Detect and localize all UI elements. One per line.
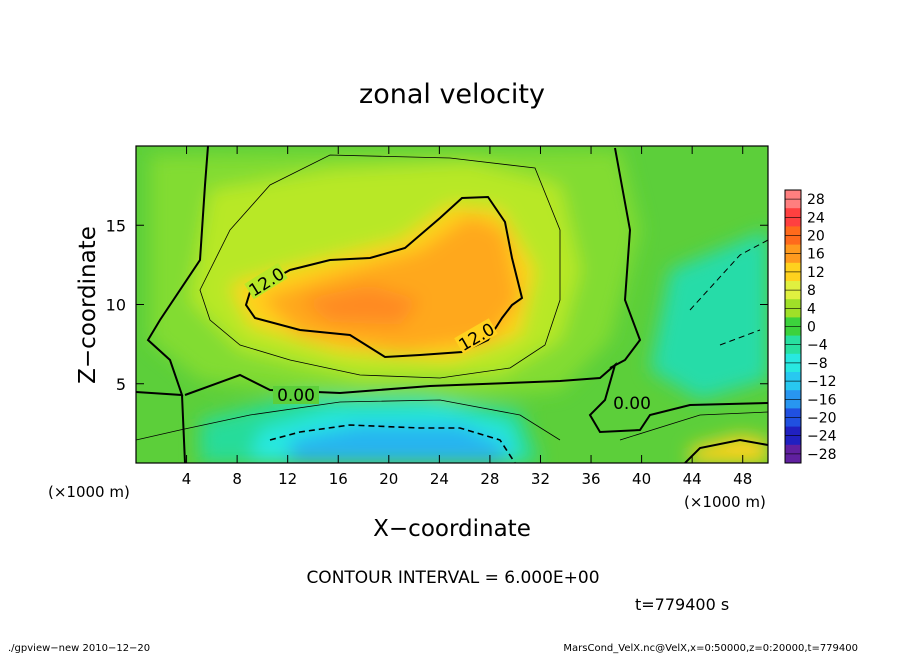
x-unit-left: (×1000 m) — [48, 483, 130, 501]
x-tick-label: 48 — [733, 470, 752, 488]
x-tick-label: 16 — [329, 470, 348, 488]
y-tick-label: 5 — [116, 375, 126, 394]
contour-label: 0.00 — [277, 386, 315, 406]
colorbar-label: −24 — [807, 429, 837, 445]
x-axis-title: X−coordinate — [373, 516, 531, 542]
x-tick-label: 44 — [683, 470, 702, 488]
x-unit-right: (×1000 m) — [684, 493, 766, 511]
x-tick-label: 32 — [531, 470, 550, 488]
colorbar-label: 12 — [807, 265, 825, 281]
colorbar-label: 0 — [807, 320, 816, 336]
contour-6-line — [199, 154, 561, 379]
y-axis-title: Z−coordinate — [75, 226, 101, 384]
contour-lower-thin — [136, 399, 768, 441]
footer-left: ./gpview−new 2010−12−20 — [8, 643, 150, 654]
colorbar-label: −28 — [807, 447, 837, 463]
plot-area: 12.0 12.0 0.00 0.00 — [136, 146, 768, 463]
x-axis: 4 8 12 16 20 24 28 32 36 40 44 48 — [182, 146, 752, 488]
contour-negative-line — [269, 424, 516, 463]
x-tick-label: 4 — [182, 470, 192, 488]
colorbar-label: 4 — [807, 301, 816, 317]
contour-lines — [136, 146, 768, 463]
field-negative-12 — [290, 425, 505, 463]
field-positive-20 — [300, 285, 420, 325]
x-tick-label: 24 — [430, 470, 449, 488]
colorbar-label: −8 — [807, 356, 828, 372]
colorbar-label: −16 — [807, 392, 837, 408]
colorbar-label: 8 — [807, 283, 816, 299]
colorbar-label: 24 — [807, 210, 825, 226]
colorbar-label: 28 — [807, 192, 825, 208]
field-negative-right — [650, 230, 768, 400]
colorbar-label: −12 — [807, 374, 837, 390]
contour-interval-text: CONTOUR INTERVAL = 6.000E+00 — [306, 568, 599, 588]
y-axis: 5 10 15 — [106, 216, 768, 394]
contour-negative-right — [689, 239, 768, 346]
chart-title: zonal velocity — [359, 79, 545, 110]
y-tick-label: 15 — [106, 216, 126, 235]
colorbar-label: −20 — [807, 411, 837, 427]
colorbar-label: 16 — [807, 247, 825, 263]
footer-right: MarsCond_VelX.nc@VelX,x=0:50000,z=0:2000… — [563, 643, 858, 654]
shaded-field — [150, 150, 768, 463]
colorbar: 28 24 20 16 12 8 4 0 −4 −8 −12 −16 −20 −24 −28 — [784, 189, 837, 464]
time-text: t=779400 s — [635, 595, 729, 614]
x-tick-label: 8 — [232, 470, 242, 488]
colorbar-label: −4 — [807, 338, 828, 354]
x-tick-label: 20 — [379, 470, 398, 488]
x-tick-label: 36 — [581, 470, 600, 488]
x-tick-label: 40 — [632, 470, 651, 488]
x-tick-label: 12 — [278, 470, 297, 488]
colorbar-label: 20 — [807, 229, 825, 245]
contour-12-line — [244, 195, 524, 359]
contour-label: 0.00 — [613, 394, 651, 414]
x-tick-label: 28 — [480, 470, 499, 488]
y-tick-label: 10 — [106, 296, 126, 315]
